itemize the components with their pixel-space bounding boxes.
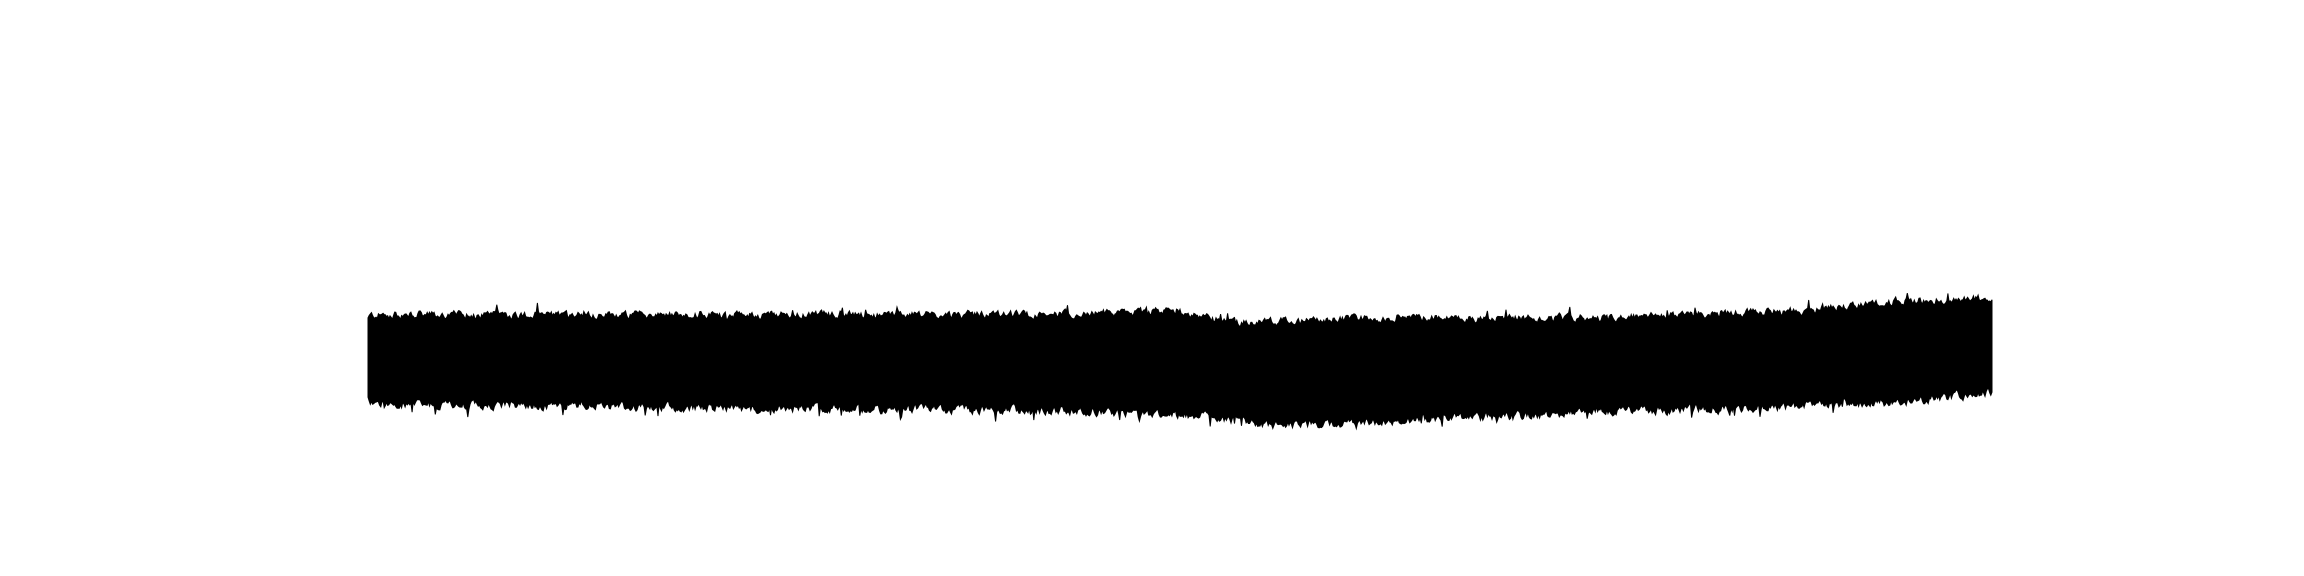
- waveform: [367, 292, 1993, 431]
